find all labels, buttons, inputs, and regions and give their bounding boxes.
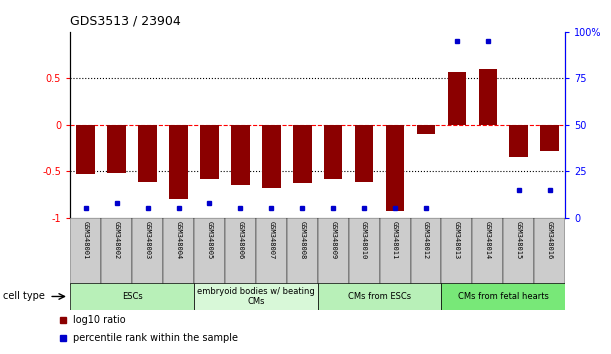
Bar: [349, 218, 379, 285]
Text: GDS3513 / 23904: GDS3513 / 23904: [70, 14, 181, 27]
Bar: [386, 125, 404, 211]
Text: GSM348014: GSM348014: [485, 221, 491, 259]
Bar: [472, 218, 503, 285]
Bar: [231, 125, 250, 185]
Bar: [324, 125, 343, 179]
Bar: [194, 283, 318, 310]
Bar: [541, 125, 559, 151]
Bar: [293, 125, 312, 183]
Text: ESCs: ESCs: [122, 292, 142, 301]
Bar: [287, 218, 318, 285]
Text: GSM348016: GSM348016: [547, 221, 553, 259]
Text: GSM348015: GSM348015: [516, 221, 522, 259]
Bar: [132, 218, 163, 285]
Bar: [355, 125, 373, 182]
Bar: [108, 125, 126, 173]
Text: cell type: cell type: [3, 291, 45, 302]
Bar: [318, 218, 349, 285]
Text: GSM348012: GSM348012: [423, 221, 429, 259]
Text: GSM348010: GSM348010: [361, 221, 367, 259]
Bar: [76, 125, 95, 174]
Text: GSM348007: GSM348007: [268, 221, 274, 259]
Bar: [225, 218, 256, 285]
Bar: [70, 283, 194, 310]
Bar: [256, 218, 287, 285]
Bar: [478, 69, 497, 125]
Bar: [417, 125, 435, 134]
Bar: [200, 125, 219, 179]
Text: GSM348004: GSM348004: [175, 221, 181, 259]
Text: GSM348013: GSM348013: [454, 221, 460, 259]
Bar: [169, 125, 188, 199]
Text: CMs from fetal hearts: CMs from fetal hearts: [458, 292, 549, 301]
Text: GSM348006: GSM348006: [238, 221, 243, 259]
Bar: [534, 218, 565, 285]
Text: GSM348005: GSM348005: [207, 221, 213, 259]
Bar: [194, 218, 225, 285]
Text: log10 ratio: log10 ratio: [73, 315, 125, 325]
Text: percentile rank within the sample: percentile rank within the sample: [73, 333, 238, 343]
Bar: [448, 72, 466, 125]
Bar: [163, 218, 194, 285]
Bar: [510, 125, 528, 157]
Bar: [262, 125, 280, 188]
Text: GSM348002: GSM348002: [114, 221, 120, 259]
Text: GSM348009: GSM348009: [330, 221, 336, 259]
Bar: [138, 125, 157, 182]
Text: embryoid bodies w/ beating
CMs: embryoid bodies w/ beating CMs: [197, 287, 315, 306]
Bar: [101, 218, 132, 285]
Text: GSM348001: GSM348001: [82, 221, 89, 259]
Text: CMs from ESCs: CMs from ESCs: [348, 292, 411, 301]
Bar: [442, 283, 565, 310]
Bar: [411, 218, 442, 285]
Bar: [442, 218, 472, 285]
Text: GSM348003: GSM348003: [145, 221, 150, 259]
Bar: [318, 283, 442, 310]
Text: GSM348008: GSM348008: [299, 221, 306, 259]
Bar: [379, 218, 411, 285]
Text: GSM348011: GSM348011: [392, 221, 398, 259]
Bar: [70, 218, 101, 285]
Bar: [503, 218, 534, 285]
